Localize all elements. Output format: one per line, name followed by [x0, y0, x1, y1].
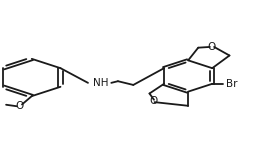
Text: Br: Br — [226, 79, 238, 89]
Text: O: O — [149, 96, 158, 106]
Text: O: O — [208, 42, 216, 52]
Text: O: O — [16, 101, 24, 111]
Text: NH: NH — [93, 78, 108, 89]
